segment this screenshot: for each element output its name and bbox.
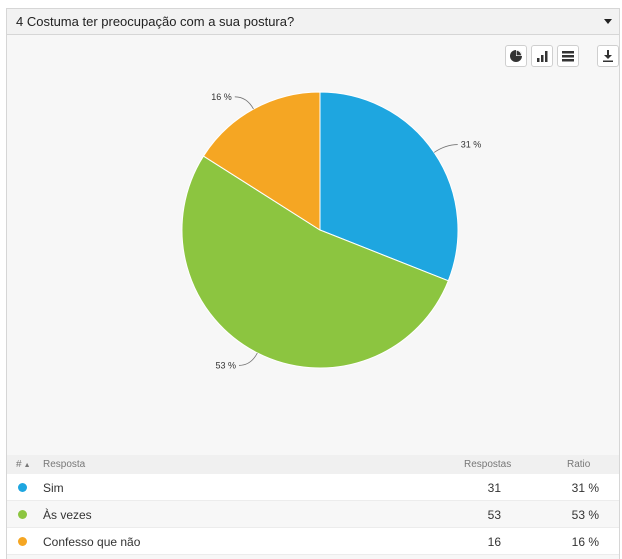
- pie-slice-confesso-que-n-o[interactable]: [202, 91, 321, 231]
- row-count: 16: [487, 535, 501, 549]
- row-count: 31: [487, 481, 501, 495]
- pie-leader-line: [433, 144, 458, 153]
- pie-chart: 31 % 53 % 16 %: [181, 91, 482, 370]
- respostas-header[interactable]: Respostas: [464, 459, 512, 470]
- row-label: Sim: [43, 481, 64, 495]
- pie-slice--s-vezes[interactable]: [181, 155, 449, 369]
- pie-chart-icon: [510, 50, 522, 62]
- download-icon: [603, 50, 613, 62]
- row-label: Às vezes: [43, 508, 92, 522]
- num-header-label: #: [16, 459, 22, 470]
- series-color-dot: [18, 537, 27, 546]
- row-ratio: 31 %: [571, 481, 599, 495]
- table-view-button[interactable]: [557, 45, 579, 67]
- row-count: 53: [487, 508, 501, 522]
- bar-chart-button[interactable]: [531, 45, 553, 67]
- pie-chart-button[interactable]: [505, 45, 527, 67]
- download-button[interactable]: [597, 45, 619, 67]
- pie-leader-line: [238, 352, 258, 366]
- row-ratio: 53 %: [571, 508, 599, 522]
- question-title: 4 Costuma ter preocupação com a sua post…: [16, 14, 295, 29]
- bar-chart-icon: [537, 51, 548, 62]
- pie-leader-line: [234, 96, 254, 110]
- responses-table: # ▲ Resposta Respostas Ratio Sim 31 31 % …: [7, 455, 619, 555]
- resposta-header[interactable]: Resposta: [43, 459, 86, 470]
- table-icon: [562, 51, 574, 62]
- pie-data-label: 16 %: [211, 92, 232, 102]
- question-panel: 4 Costuma ter preocupação com a sua post…: [6, 8, 620, 559]
- sort-number-header[interactable]: # ▲: [16, 459, 31, 470]
- row-ratio: 16 %: [571, 535, 599, 549]
- sort-up-icon: ▲: [23, 462, 31, 469]
- row-label: Confesso que não: [43, 535, 141, 549]
- chevron-down-icon[interactable]: [604, 19, 612, 24]
- series-color-dot: [18, 483, 27, 492]
- series-color-dot: [18, 510, 27, 519]
- table-row[interactable]: Às vezes 53 53 %: [7, 501, 619, 528]
- table-row[interactable]: Confesso que não 16 16 %: [7, 528, 619, 555]
- table-row[interactable]: Sim 31 31 %: [7, 474, 619, 501]
- pie-data-label: 53 %: [215, 360, 236, 370]
- pie-slice-sim[interactable]: [319, 91, 459, 282]
- table-header-row: # ▲ Resposta Respostas Ratio: [7, 455, 619, 474]
- question-header[interactable]: 4 Costuma ter preocupação com a sua post…: [7, 9, 619, 35]
- pie-data-label: 31 %: [461, 140, 482, 150]
- ratio-header[interactable]: Ratio: [567, 459, 591, 470]
